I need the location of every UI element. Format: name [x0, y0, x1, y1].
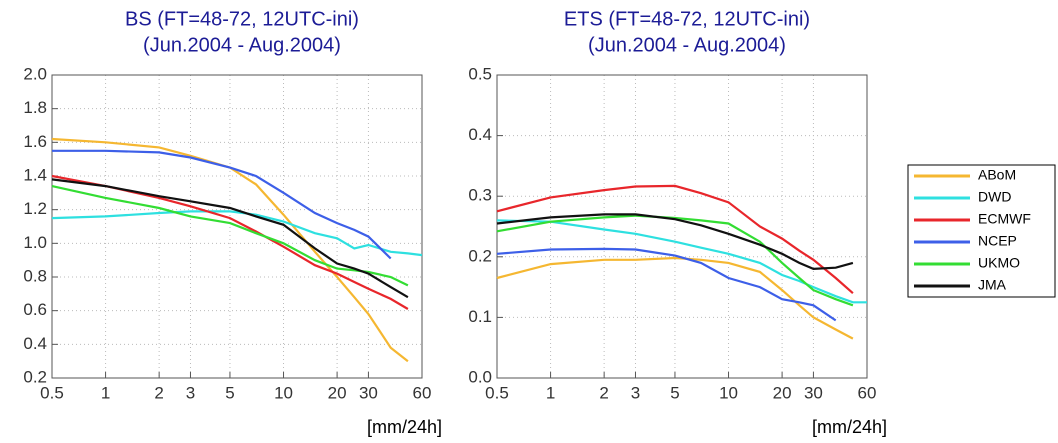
x-axis-label: [mm/24h] — [367, 417, 442, 437]
x-tick-label: 20 — [328, 383, 347, 402]
x-tick-label: 0.5 — [485, 383, 509, 402]
y-tick-label: 0.2 — [23, 367, 47, 386]
y-tick-label: 0.4 — [468, 125, 492, 144]
plot-frame — [51, 74, 423, 379]
y-tick-label: 1.6 — [23, 132, 47, 151]
x-tick-label: 1 — [546, 383, 555, 402]
y-tick-label: 0.3 — [468, 186, 492, 205]
legend-label: ABoM — [978, 167, 1016, 183]
legend-label: DWD — [978, 189, 1011, 205]
legend-box — [907, 164, 1056, 298]
chart-title: ETS (FT=48-72, 12UTC-ini) — [564, 8, 810, 30]
x-tick-label: 10 — [274, 383, 293, 402]
legend-label: NCEP — [978, 233, 1017, 249]
y-tick-label: 0.1 — [468, 307, 492, 326]
y-tick-label: 0.2 — [468, 246, 492, 265]
x-tick-label: 30 — [804, 383, 823, 402]
y-tick-label: 0.0 — [468, 367, 492, 386]
chart-subtitle: (Jun.2004 - Aug.2004) — [143, 34, 341, 56]
series-line — [52, 149, 392, 260]
x-axis-label: [mm/24h] — [812, 417, 887, 437]
y-tick-label: 0.4 — [23, 334, 47, 353]
y-tick-label: 1.2 — [23, 199, 47, 218]
x-tick-label: 0.5 — [40, 383, 64, 402]
x-tick-label: 60 — [858, 383, 877, 402]
series-line — [496, 214, 854, 307]
x-tick-label: 5 — [670, 383, 679, 402]
chart-subtitle: (Jun.2004 - Aug.2004) — [588, 34, 786, 56]
y-tick-label: 1.0 — [23, 233, 47, 252]
x-tick-label: 10 — [719, 383, 738, 402]
legend-label: UKMO — [978, 255, 1020, 271]
x-tick-label: 3 — [631, 383, 640, 402]
series-line — [496, 184, 854, 295]
x-tick-label: 3 — [186, 383, 195, 402]
series-line — [51, 174, 409, 310]
x-tick-label: 5 — [225, 383, 234, 402]
plot-frame — [496, 74, 868, 379]
series-line — [51, 210, 423, 257]
chart-title: BS (FT=48-72, 12UTC-ini) — [125, 8, 359, 30]
series-line — [51, 185, 409, 287]
legend-label: JMA — [978, 277, 1007, 293]
series-line — [496, 213, 854, 271]
series-line — [496, 247, 837, 322]
y-tick-label: 0.6 — [23, 300, 47, 319]
y-tick-label: 0.8 — [23, 266, 47, 285]
y-tick-label: 2.0 — [23, 64, 47, 83]
series-line — [51, 178, 409, 299]
legend-label: ECMWF — [978, 211, 1031, 227]
y-tick-label: 1.4 — [23, 165, 47, 184]
x-tick-label: 2 — [154, 383, 163, 402]
x-tick-label: 1 — [101, 383, 110, 402]
x-tick-label: 20 — [773, 383, 792, 402]
series-line — [496, 219, 867, 304]
series-line — [51, 137, 409, 363]
y-tick-label: 0.5 — [468, 64, 492, 83]
x-tick-label: 2 — [599, 383, 608, 402]
y-tick-label: 1.8 — [23, 98, 47, 117]
x-tick-label: 60 — [413, 383, 432, 402]
series-line — [496, 256, 854, 340]
x-tick-label: 30 — [359, 383, 378, 402]
